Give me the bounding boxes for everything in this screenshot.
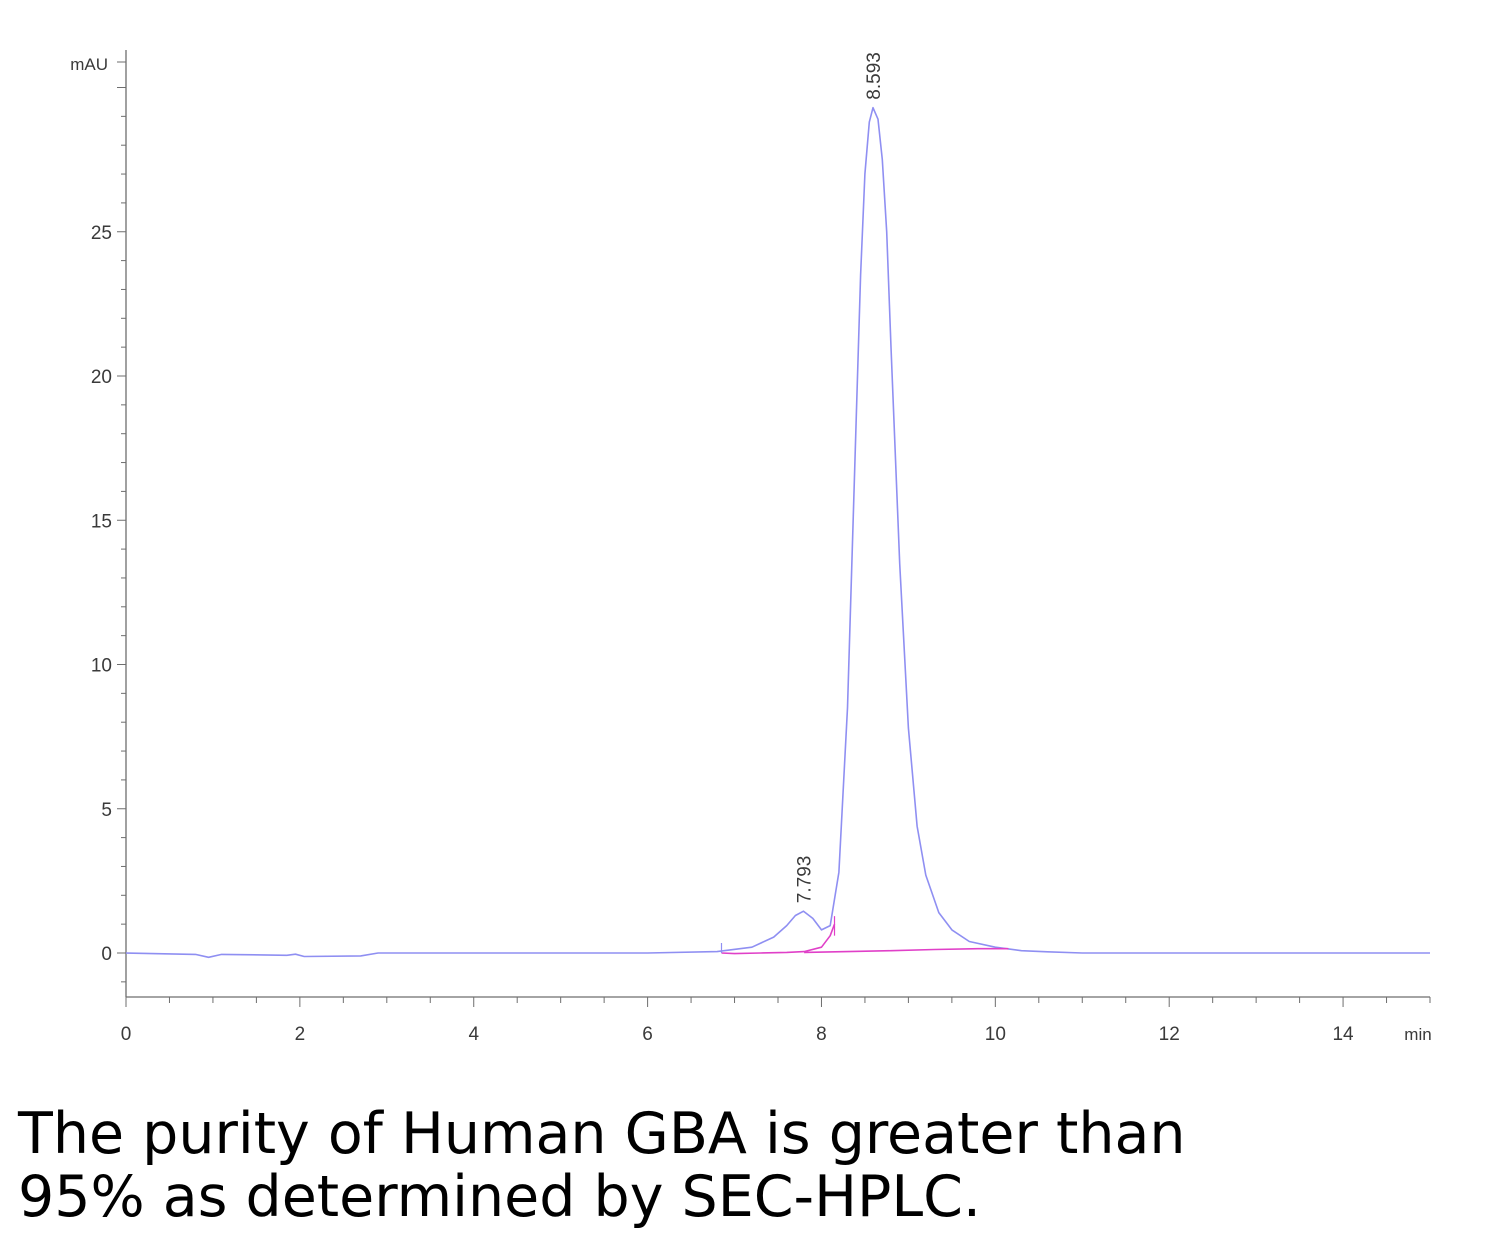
chromatogram-chart: 0 5 10 15 20 25 mAU 0 2 4 6 8 10 12 14 min 7.793 8.593 <box>70 50 1432 1045</box>
x-tick-label: 12 <box>1159 1024 1180 1045</box>
y-tick-label: 10 <box>91 656 112 677</box>
axes <box>125 50 1430 998</box>
caption-line-2: 95% as determined by SEC-HPLC. <box>18 1164 982 1230</box>
baseline-trace-1 <box>721 923 836 955</box>
x-tick-label: 8 <box>816 1024 827 1045</box>
main-trace <box>125 106 1430 959</box>
y-tick-label: 25 <box>91 223 112 244</box>
y-unit-label: mAU <box>70 55 108 74</box>
x-tick-label: 10 <box>985 1024 1006 1045</box>
caption-line-1: The purity of Human GBA is greater than <box>18 1101 1186 1167</box>
x-tick-label: 0 <box>121 1024 132 1045</box>
baseline-trace-2 <box>804 947 1009 954</box>
x-tick-label: 14 <box>1332 1024 1354 1045</box>
y-tick-label: 20 <box>91 367 112 388</box>
chromatogram-traces <box>125 106 1430 959</box>
y-tick-label: 0 <box>101 944 112 965</box>
x-tick-label: 2 <box>295 1024 306 1045</box>
x-tick-label: 6 <box>642 1024 653 1045</box>
x-unit-label: min <box>1404 1025 1431 1044</box>
y-tick-label: 15 <box>91 511 112 532</box>
caption: The purity of Human GBA is greater than … <box>18 1103 1478 1229</box>
peak-label-1: 7.793 <box>795 856 816 904</box>
axis-ticks: 0 5 10 15 20 25 mAU 0 2 4 6 8 10 12 14 min <box>70 55 1431 1045</box>
peak-label-2: 8.593 <box>864 52 885 100</box>
y-tick-label: 5 <box>101 800 112 821</box>
x-tick-label: 4 <box>468 1024 479 1045</box>
peak-labels: 7.793 8.593 <box>795 52 886 903</box>
